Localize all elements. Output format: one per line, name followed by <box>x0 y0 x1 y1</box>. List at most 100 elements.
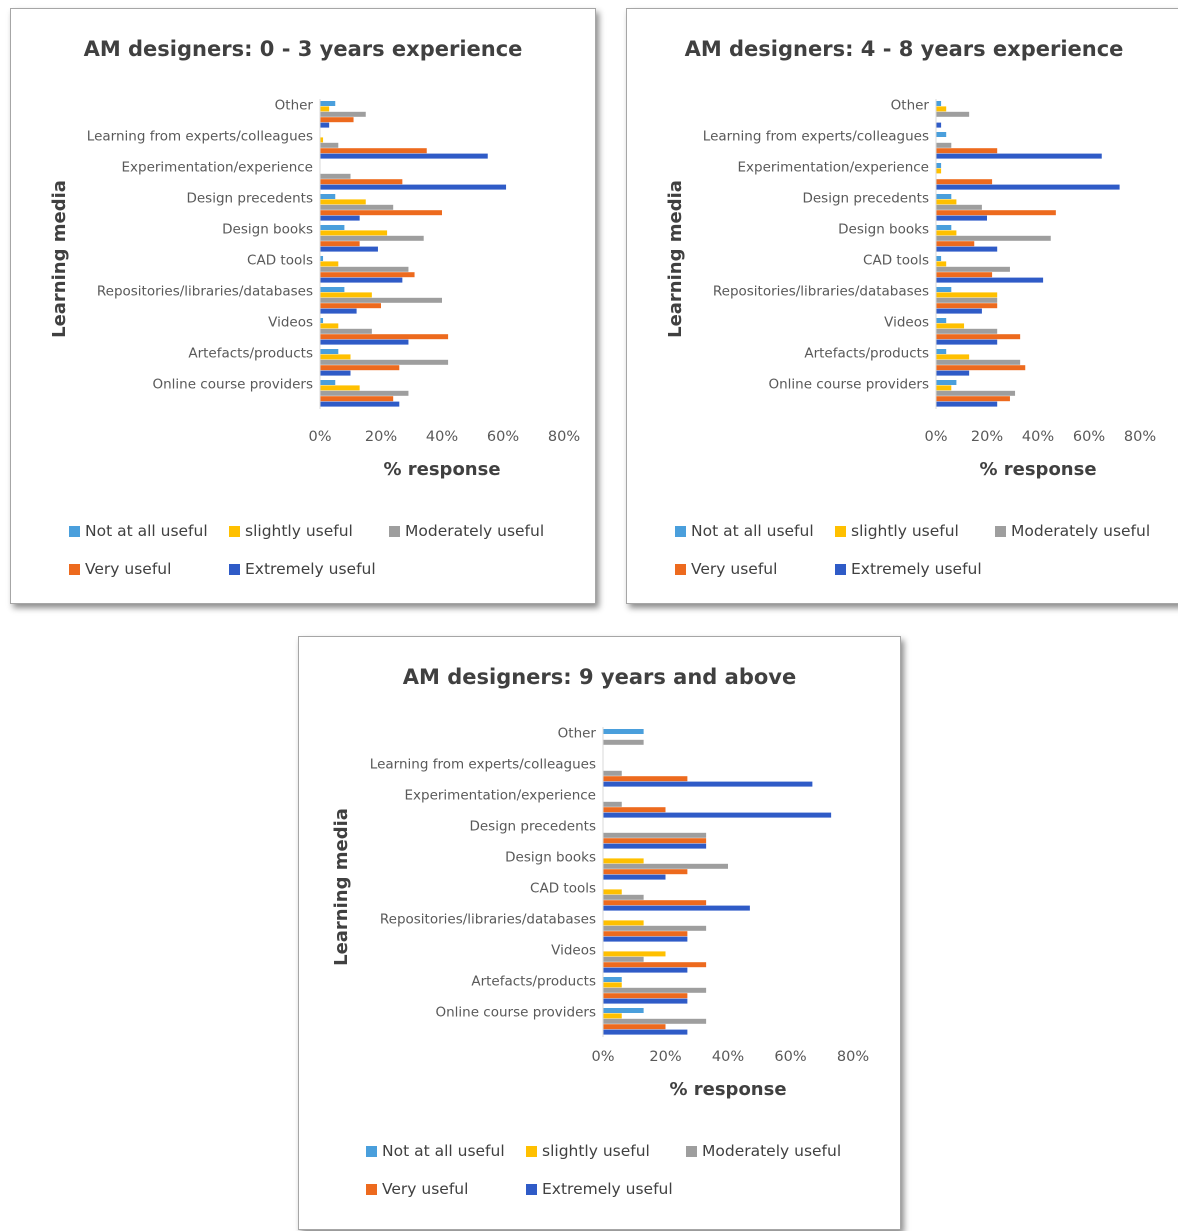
bar-design-books-moderately-useful <box>936 235 1051 241</box>
x-tick-label: 40% <box>1022 429 1054 445</box>
category-label: Learning from experts/colleagues <box>87 129 313 145</box>
category-label: Learning from experts/colleagues <box>370 757 596 773</box>
legend-label: slightly useful <box>851 522 959 540</box>
bar-artefacts-products-very-useful <box>320 365 400 371</box>
legend-swatch <box>229 525 240 537</box>
legend-swatch <box>675 525 686 537</box>
category-label: Repositories/libraries/databases <box>97 284 313 300</box>
x-tick-label: 20% <box>649 1049 681 1065</box>
x-tick-label: 60% <box>774 1049 806 1065</box>
bar-cad-tools-extremely-useful <box>603 905 750 911</box>
chart-panel-0-3-years: AM designers: 0 - 3 years experience Oth… <box>10 8 596 604</box>
category-label: Online course providers <box>768 377 929 393</box>
bar-artefacts-products-very-useful <box>603 993 688 999</box>
bar-artefacts-products-moderately-useful <box>320 359 449 365</box>
x-tick-label: 0% <box>924 429 947 445</box>
legend-swatch <box>995 525 1006 537</box>
bar-learning-from-experts-colleagues-very-useful <box>320 148 427 154</box>
legend-item-slightly-useful: slightly useful <box>526 1142 650 1160</box>
x-tick-label: 0% <box>308 429 331 445</box>
category-label: Repositories/libraries/databases <box>380 912 596 928</box>
x-tick-label: 60% <box>1073 429 1105 445</box>
bar-online-course-providers-extremely-useful <box>320 401 400 407</box>
legend-item-moderately-useful: Moderately useful <box>686 1142 841 1160</box>
bar-other-moderately-useful <box>936 111 970 117</box>
bar-experimentation-experience-not-at-all-useful <box>936 163 942 168</box>
bar-design-books-very-useful <box>936 241 975 247</box>
bar-online-course-providers-moderately-useful <box>320 390 409 396</box>
category-label: CAD tools <box>247 253 313 269</box>
bar-design-precedents-slightly-useful <box>320 199 366 205</box>
legend-label: Moderately useful <box>405 522 545 540</box>
bar-artefacts-products-not-at-all-useful <box>936 349 947 354</box>
bar-videos-not-at-all-useful <box>936 318 947 323</box>
x-tick-label: 20% <box>365 429 397 445</box>
bar-learning-from-experts-colleagues-moderately-useful <box>320 142 339 148</box>
category-label: Online course providers <box>152 377 313 393</box>
x-tick-label: 40% <box>426 429 458 445</box>
x-tick-label: 80% <box>837 1049 869 1065</box>
bar-design-books-very-useful <box>320 241 360 247</box>
chart-title: AM designers: 4 - 8 years experience <box>684 37 1124 61</box>
bar-chart-4-8-years: Other Learning from experts/colleagues Exp… <box>665 98 1156 481</box>
chart-title: AM designers: 0 - 3 years experience <box>83 37 523 61</box>
bar-other-slightly-useful <box>936 106 947 112</box>
bar-videos-very-useful <box>320 334 449 340</box>
legend-label: Very useful <box>85 560 172 578</box>
bar-learning-from-experts-colleagues-extremely-useful <box>936 153 1102 159</box>
legend-label: Extremely useful <box>542 1180 673 1198</box>
bar-experimentation-experience-extremely-useful <box>603 812 832 818</box>
category-label: Artefacts/products <box>471 974 596 990</box>
bar-cad-tools-not-at-all-useful <box>936 256 942 261</box>
category-label: Experimentation/experience <box>404 788 596 804</box>
legend-item-extremely-useful: Extremely useful <box>526 1180 673 1198</box>
legend-item-very-useful: Very useful <box>69 560 171 578</box>
bar-online-course-providers-very-useful <box>320 396 394 402</box>
bar-repositories-libraries-databases-extremely-useful <box>603 936 688 942</box>
bar-experimentation-experience-moderately-useful <box>603 801 622 807</box>
bar-design-books-extremely-useful <box>320 246 378 252</box>
bar-cad-tools-moderately-useful <box>936 266 1010 272</box>
legend-label: Not at all useful <box>85 522 208 540</box>
bar-learning-from-experts-colleagues-moderately-useful <box>936 142 952 148</box>
legend-label: slightly useful <box>245 522 353 540</box>
legend-label: Not at all useful <box>691 522 814 540</box>
x-tick-label: 80% <box>1124 429 1156 445</box>
bar-repositories-libraries-databases-slightly-useful <box>603 920 644 926</box>
bar-design-precedents-moderately-useful <box>320 204 394 210</box>
bar-artefacts-products-slightly-useful <box>936 354 970 360</box>
bar-online-course-providers-extremely-useful <box>603 1029 688 1035</box>
bar-design-precedents-extremely-useful <box>320 215 360 221</box>
bar-design-books-extremely-useful <box>603 874 666 880</box>
bar-videos-moderately-useful <box>320 328 372 334</box>
bar-online-course-providers-slightly-useful <box>603 1013 622 1019</box>
bar-artefacts-products-moderately-useful <box>603 987 707 993</box>
category-label: Videos <box>268 315 313 331</box>
bar-artefacts-products-extremely-useful <box>603 998 688 1004</box>
chart-panel-9-plus-years: AM designers: 9 years and above Other Lea… <box>298 636 901 1230</box>
legend-swatch <box>835 563 846 575</box>
bar-videos-slightly-useful <box>603 951 666 957</box>
bar-cad-tools-extremely-useful <box>320 277 403 283</box>
category-label: Experimentation/experience <box>737 160 929 176</box>
category-label: Other <box>558 726 597 742</box>
bar-cad-tools-slightly-useful <box>320 261 339 267</box>
bar-other-not-at-all-useful <box>320 101 336 106</box>
bar-design-precedents-extremely-useful <box>603 843 707 849</box>
bar-repositories-libraries-databases-not-at-all-useful <box>320 287 345 292</box>
x-tick-label: 0% <box>591 1049 614 1065</box>
bar-design-precedents-slightly-useful <box>936 199 957 205</box>
bar-repositories-libraries-databases-extremely-useful <box>936 308 982 314</box>
bar-repositories-libraries-databases-moderately-useful <box>936 297 998 303</box>
category-label: Online course providers <box>435 1005 596 1021</box>
legend-swatch <box>686 1145 697 1157</box>
category-label: Other <box>891 98 930 114</box>
bar-other-very-useful <box>320 117 354 123</box>
bar-design-books-moderately-useful <box>320 235 424 241</box>
bar-online-course-providers-extremely-useful <box>936 401 998 407</box>
bar-other-extremely-useful <box>936 122 942 128</box>
bar-online-course-providers-not-at-all-useful <box>320 380 336 385</box>
bar-videos-extremely-useful <box>936 339 998 345</box>
x-tick-label: 80% <box>548 429 580 445</box>
legend-item-very-useful: Very useful <box>366 1180 468 1198</box>
